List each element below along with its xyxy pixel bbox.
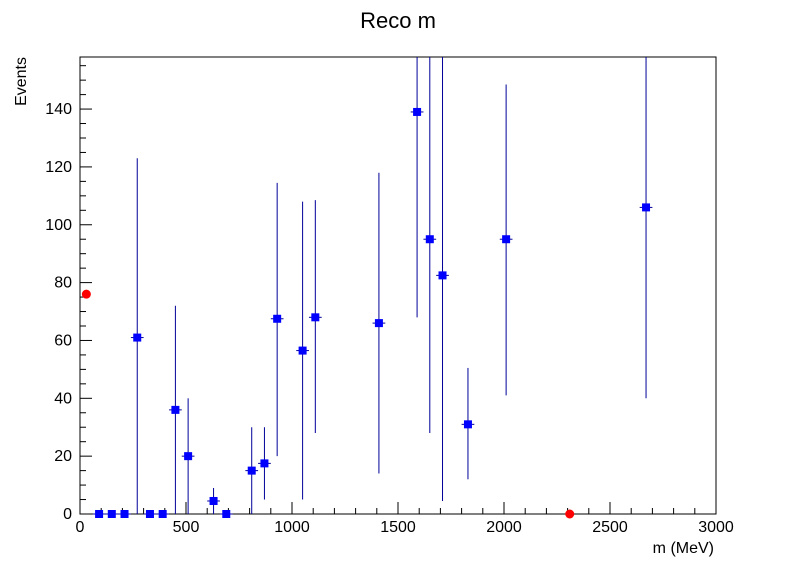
data-point-square	[222, 510, 231, 518]
y-tick-label: 140	[45, 101, 72, 118]
data-markers	[81, 107, 651, 519]
data-point-square	[374, 319, 383, 328]
data-point-square	[171, 405, 180, 414]
x-tick-label: 3000	[698, 519, 734, 536]
data-point-circle	[565, 509, 575, 519]
y-tick-label: 60	[54, 332, 72, 349]
x-tick-label: 2500	[592, 519, 628, 536]
y-tick-label: 120	[45, 159, 72, 176]
data-point-square	[120, 510, 129, 518]
axis-ticks: 0 500 1000 1500 2000 2500 3000 0 20 40 60 80 100 120 1…	[45, 65, 734, 536]
data-point-square	[145, 510, 154, 518]
data-point-square	[463, 420, 472, 429]
data-point-square	[438, 271, 447, 280]
data-point-square	[425, 235, 434, 244]
y-tick-label: 80	[54, 275, 72, 292]
data-point-square	[260, 459, 269, 468]
data-point-square	[95, 510, 104, 518]
y-axis-label: Events	[13, 57, 30, 106]
data-point-square	[158, 510, 167, 518]
x-tick-label: 0	[76, 519, 85, 536]
y-tick-label: 0	[63, 506, 72, 523]
data-point-square	[502, 235, 511, 244]
data-point-circle	[81, 289, 91, 299]
x-tick-label: 500	[173, 519, 200, 536]
data-point-square	[107, 510, 116, 518]
x-tick-label: 2000	[486, 519, 522, 536]
data-point-square	[209, 496, 218, 505]
x-tick-label: 1500	[380, 519, 416, 536]
x-axis-label: m (MeV)	[653, 540, 714, 557]
data-point-square	[413, 107, 422, 116]
data-point-square	[133, 333, 142, 342]
data-point-square	[642, 203, 651, 212]
y-tick-label: 100	[45, 217, 72, 234]
data-point-square	[298, 346, 307, 355]
y-tick-label: 20	[54, 448, 72, 465]
x-tick-label: 1000	[274, 519, 310, 536]
chart-title: Reco m	[360, 8, 436, 33]
y-tick-label: 40	[54, 390, 72, 407]
data-point-square	[273, 314, 282, 323]
data-point-square	[184, 452, 193, 461]
data-point-square	[247, 466, 256, 475]
data-point-square	[311, 313, 320, 322]
